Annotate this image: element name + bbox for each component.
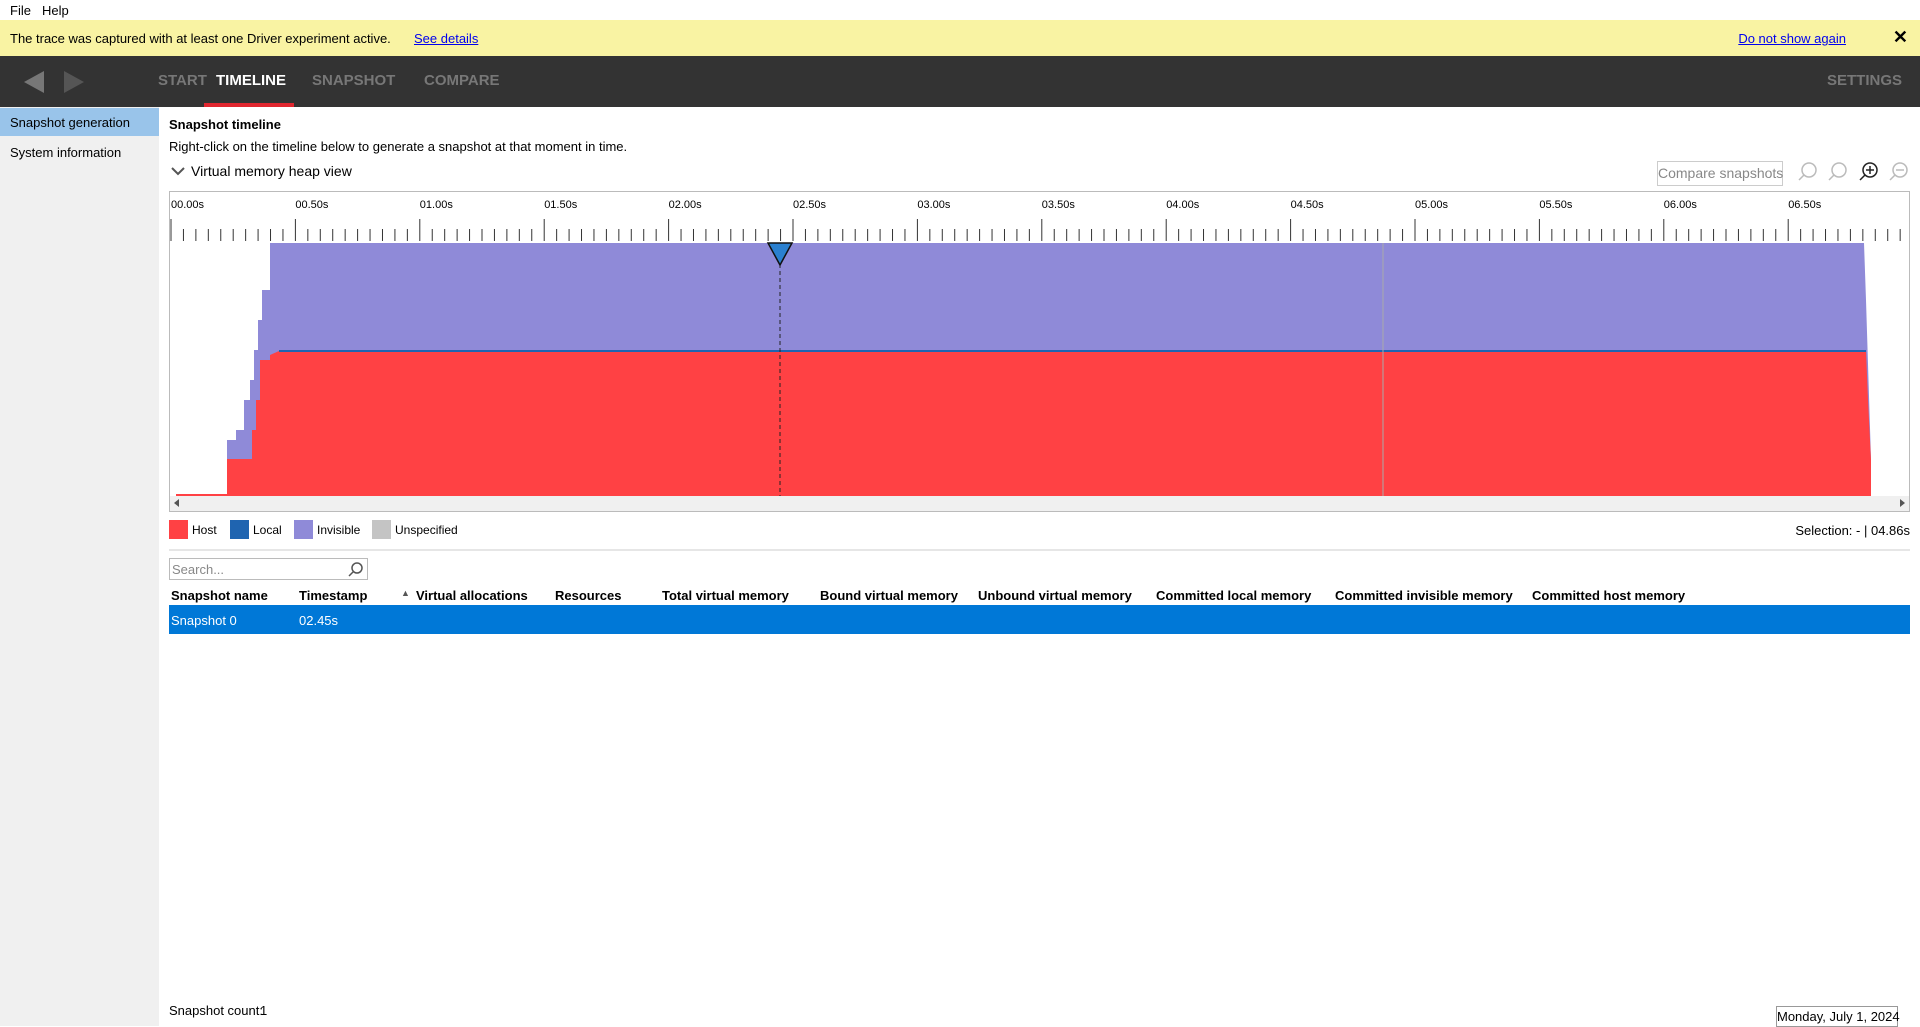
- column-header[interactable]: Snapshot name: [171, 588, 268, 603]
- menu-item[interactable]: Help: [42, 3, 69, 18]
- menu-bar: File Help: [0, 0, 1920, 20]
- table-cell: 02.45s: [299, 613, 339, 628]
- table-row-selected[interactable]: [169, 605, 1910, 634]
- time-tick-label: 00.00s: [171, 199, 205, 211]
- legend-swatch[interactable]: [230, 520, 249, 539]
- tab[interactable]: TIMELINE: [216, 72, 286, 89]
- time-tick-label: 01.00s: [420, 199, 454, 211]
- legend-swatch[interactable]: [294, 520, 313, 539]
- tab[interactable]: SNAPSHOT: [312, 72, 396, 89]
- count-label: Snapshot count:: [169, 1003, 263, 1018]
- legend-label[interactable]: Invisible: [317, 523, 361, 537]
- sidebar: Snapshot generation System information: [0, 107, 159, 1026]
- search-box[interactable]: Search...: [169, 558, 368, 580]
- time-tick-label: 03.00s: [917, 199, 951, 211]
- selection-text: Selection: - | 04.86s: [1795, 523, 1910, 538]
- column-header[interactable]: Resources: [555, 588, 622, 603]
- nav-bar: START TIMELINE SNAPSHOT COMPARE SETTINGS: [0, 56, 1920, 107]
- search-placeholder: Search...: [172, 562, 225, 577]
- back-button[interactable]: [24, 71, 44, 93]
- time-tick-label: 05.00s: [1415, 199, 1449, 211]
- snapshot-marker[interactable]: [766, 242, 794, 267]
- tab-underline: [204, 103, 294, 107]
- time-tick-label: 04.50s: [1291, 199, 1325, 211]
- column-header[interactable]: Total virtual memory: [662, 588, 789, 603]
- time-tick-label: 06.50s: [1788, 199, 1822, 211]
- instruction: Right-click on the timeline below to gen…: [169, 139, 628, 154]
- column-header[interactable]: Bound virtual memory: [820, 588, 958, 603]
- banner-message: The trace was captured with at least one…: [10, 31, 391, 46]
- sort-indicator: ▲: [401, 588, 410, 598]
- legend-label[interactable]: Unspecified: [395, 523, 458, 537]
- time-tick-label: 03.50s: [1042, 199, 1076, 211]
- settings-tab[interactable]: SETTINGS: [1826, 72, 1902, 89]
- scroll-left[interactable]: [174, 499, 179, 507]
- column-header[interactable]: Virtual allocations: [416, 588, 528, 603]
- column-header[interactable]: Committed invisible memory: [1335, 588, 1513, 603]
- tab[interactable]: START: [158, 72, 207, 89]
- time-tick-label: 02.00s: [669, 199, 703, 211]
- banner: The trace was captured with at least one…: [0, 20, 1920, 56]
- legend-label[interactable]: Host: [192, 523, 217, 537]
- scrollbar[interactable]: [170, 496, 1909, 511]
- column-header[interactable]: Unbound virtual memory: [978, 588, 1132, 603]
- sidebar-item[interactable]: Snapshot generation: [10, 115, 130, 130]
- compare-button[interactable]: Compare snapshots: [1657, 161, 1783, 186]
- column-header[interactable]: Committed host memory: [1532, 588, 1686, 603]
- chevron[interactable]: [170, 165, 186, 177]
- section-title: Snapshot timeline: [169, 117, 281, 132]
- legend-swatch[interactable]: [372, 520, 391, 539]
- close-button[interactable]: ✕: [1892, 27, 1908, 47]
- count-value: 1: [260, 1003, 268, 1018]
- menu-item[interactable]: File: [10, 3, 31, 18]
- legend-swatch[interactable]: [169, 520, 188, 539]
- forward-button[interactable]: [64, 71, 84, 93]
- details-link[interactable]: See details: [414, 31, 479, 46]
- time-tick-label: 01.50s: [544, 199, 578, 211]
- time-tick-label: 04.00s: [1166, 199, 1200, 211]
- scroll-right[interactable]: [1900, 499, 1905, 507]
- tab[interactable]: COMPARE: [424, 72, 500, 89]
- search-icon: [348, 562, 363, 577]
- column-header[interactable]: Timestamp: [299, 588, 368, 603]
- view-selector[interactable]: Virtual memory heap view: [191, 163, 352, 179]
- time-tick-label: 02.50s: [793, 199, 827, 211]
- time-tick-label: 06.00s: [1664, 199, 1698, 211]
- time-tick-label: 00.50s: [295, 199, 329, 211]
- host-area: [176, 351, 1871, 496]
- dismiss-link[interactable]: Do not show again: [1738, 31, 1846, 46]
- timeline[interactable]: 00.00s 00.50s 01.00s 01.50s 02.00s 02.50s 03.0…: [0, 0, 1920, 560]
- zoom-controls: [1798, 162, 1908, 181]
- sidebar-selected: [0, 108, 159, 136]
- nav-arrows: [24, 71, 84, 93]
- date: Monday, July 1, 2024: [1776, 1006, 1900, 1027]
- column-header[interactable]: Committed local memory: [1156, 588, 1312, 603]
- sidebar-item[interactable]: System information: [10, 145, 122, 160]
- time-tick-label: 05.50s: [1539, 199, 1573, 211]
- table-cell: Snapshot 0: [171, 613, 237, 628]
- legend-label[interactable]: Local: [253, 523, 282, 537]
